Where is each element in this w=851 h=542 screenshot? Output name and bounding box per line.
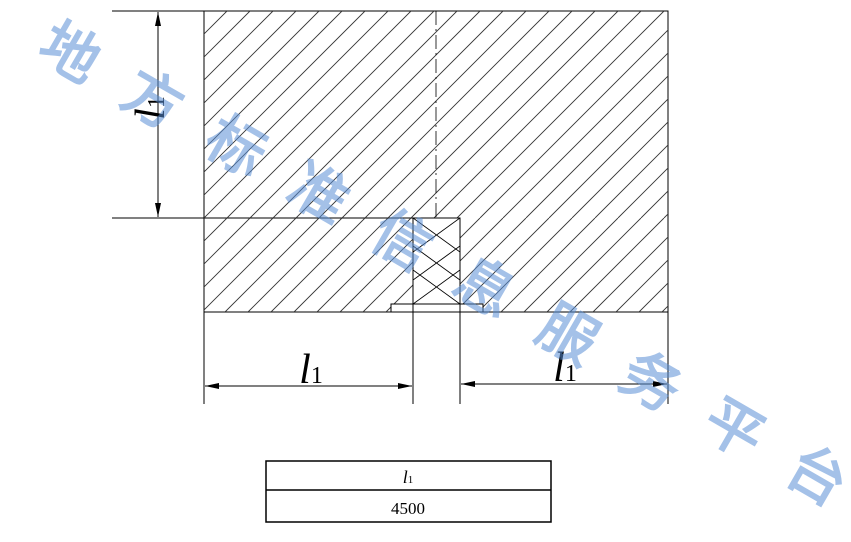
hatch-line [685, 218, 779, 312]
table-value-cell: 4500 [391, 499, 425, 518]
hatch-line [272, 11, 481, 218]
vertical-dimension-label: l1 [128, 96, 174, 120]
arrow-up [155, 12, 161, 26]
hatch-line [661, 305, 668, 312]
hatch-line [204, 11, 366, 173]
watermark-char: 标 [194, 103, 278, 191]
hatch-line [204, 218, 297, 311]
watermark-char: 务 [609, 338, 693, 426]
hatch-line [500, 218, 596, 312]
hatch-line [204, 218, 251, 265]
hatch-line [638, 282, 668, 312]
hatch-line [204, 11, 343, 150]
hatch-line [226, 11, 435, 218]
watermark-char: 平 [692, 385, 776, 473]
table-header-cell: l1 [403, 467, 414, 487]
hatch-line [477, 218, 573, 312]
hatch-line [754, 218, 848, 312]
hatch-top-region [204, 11, 851, 218]
hatch-line [247, 218, 343, 312]
hatch-line [249, 11, 458, 218]
hatch-line [433, 11, 642, 218]
svg-text:l1: l1 [128, 96, 174, 120]
hatch-line [454, 218, 550, 312]
arrow-down [155, 203, 161, 217]
hatch-line [779, 11, 851, 218]
bottom-dimensions [203, 312, 669, 404]
hatch-line [502, 52, 668, 218]
vertical-dimension [155, 12, 161, 217]
hatch-line [204, 11, 389, 196]
hatch-line [316, 218, 412, 312]
hatch-line [204, 218, 205, 219]
joint-detail [390, 217, 484, 313]
hatch-line [525, 75, 668, 218]
dimension-table: l1 4500 [265, 460, 552, 523]
hatch-line [569, 218, 665, 312]
hatch-line [387, 11, 596, 218]
hatch-line [733, 11, 851, 218]
watermark-char: 台 [775, 432, 851, 520]
hatch-line [663, 213, 668, 218]
hatch-line [204, 11, 412, 218]
hatch-line [548, 98, 668, 218]
hatch-line [224, 218, 320, 312]
hatch-line [410, 11, 619, 218]
hatch-line [204, 11, 274, 81]
hatch-line [270, 218, 366, 312]
hatch-line [479, 29, 668, 218]
hatch-line [204, 11, 251, 58]
hatch-line [204, 11, 320, 127]
hatch-line [341, 11, 550, 218]
hatch-line [825, 11, 851, 218]
hatch-line [318, 11, 527, 218]
hatch-line [615, 259, 668, 312]
hatch-line [456, 11, 665, 218]
hatch-line [571, 121, 668, 218]
hatch-line [592, 236, 668, 312]
hatch-line [731, 218, 825, 312]
watermark-char: 服 [526, 291, 610, 379]
hatch-line [293, 218, 389, 312]
joint-base-plate [390, 303, 484, 313]
hatch-line [523, 218, 619, 312]
hatch-line [617, 167, 668, 218]
hatch-line [802, 11, 851, 218]
bottom-left-dimension-label: l1 [299, 347, 323, 393]
hatch-line [756, 11, 851, 218]
joint-cross-lines [413, 218, 460, 304]
hatch-line [295, 11, 504, 218]
joint-box [412, 217, 461, 305]
hatch-line [687, 11, 851, 218]
hatch-line [594, 144, 668, 218]
hatch-line [640, 190, 668, 218]
bottom-right-dimension-label: l1 [553, 345, 577, 391]
table-border [265, 460, 552, 523]
hatch-line [708, 218, 802, 312]
hatch-line [204, 218, 274, 288]
hatch-line [204, 11, 297, 104]
hatch-line [364, 11, 573, 218]
hatch-bottom-region [204, 218, 848, 312]
hatch-line [546, 218, 642, 312]
watermark-char: 地 [28, 9, 112, 97]
hatch-line [710, 11, 851, 218]
hatch-line [204, 218, 228, 242]
watermark-char: 方 [111, 56, 195, 144]
